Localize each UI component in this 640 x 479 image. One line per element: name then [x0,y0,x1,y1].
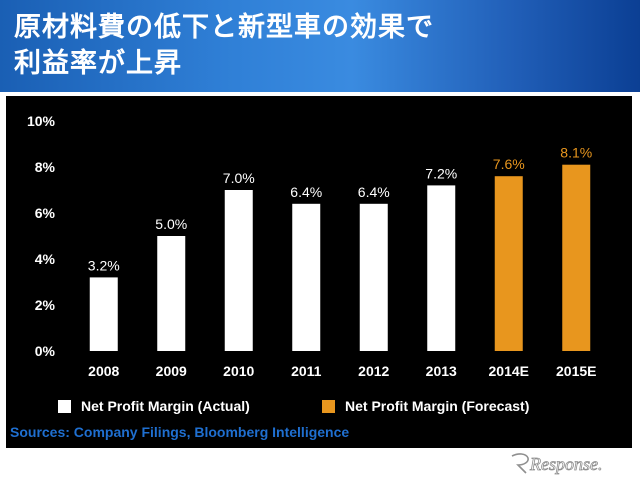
slide-header: 原材料費の低下と新型車の効果で 利益率が上昇 [0,0,640,92]
legend-label-forecast: Net Profit Margin (Forecast) [345,398,530,414]
x-tick-label-2008: 2008 [88,363,119,379]
bar-2008 [89,277,118,351]
slide-title-line-1: 原材料費の低下と新型車の効果で [14,12,434,43]
data-label-2012: 6.4% [358,184,390,200]
x-tick-label-2010: 2010 [223,363,254,379]
y-tick-label: 6% [35,205,56,221]
data-label-2013: 7.2% [425,165,457,181]
data-label-2011: 6.4% [290,184,322,200]
bar-2015E [562,164,591,351]
slide-title: 原材料費の低下と新型車の効果で 利益率が上昇 [14,10,614,82]
legend-item-forecast: Net Profit Margin (Forecast) [322,397,529,415]
x-tick-label-2015E: 2015E [556,363,596,379]
x-tick-label-2013: 2013 [426,363,457,379]
response-watermark: Response. [511,453,603,474]
y-tick-label: 0% [35,343,56,359]
data-label-2014E: 7.6% [493,156,525,172]
bar-2013 [427,185,456,351]
x-tick-label-2012: 2012 [358,363,389,379]
data-label-2008: 3.2% [88,257,120,273]
y-tick-label: 8% [35,159,56,175]
bar-2011 [292,203,321,351]
bar-2009 [157,236,186,351]
legend-item-actual: Net Profit Margin (Actual) [58,397,250,415]
source-note: Sources: Company Filings, Bloomberg Inte… [10,424,350,440]
legend-swatch-actual [58,399,71,413]
data-label-2015E: 8.1% [560,145,592,161]
bar-2014E [494,176,523,351]
data-label-2010: 7.0% [223,170,255,186]
bar-2010 [224,190,253,351]
y-tick-label: 10% [27,113,56,129]
legend-label-actual: Net Profit Margin (Actual) [81,398,250,414]
data-label-2009: 5.0% [155,216,187,232]
bar-2012 [359,203,388,351]
x-tick-label-2014E: 2014E [489,363,529,379]
slide-title-line-2: 利益率が上昇 [14,48,182,79]
x-tick-label-2009: 2009 [156,363,187,379]
legend-swatch-forecast [322,399,335,413]
y-tick-label: 4% [35,251,56,267]
watermark-text: Response. [529,454,602,474]
y-tick-label: 2% [35,297,56,313]
x-tick-label-2011: 2011 [291,363,322,379]
